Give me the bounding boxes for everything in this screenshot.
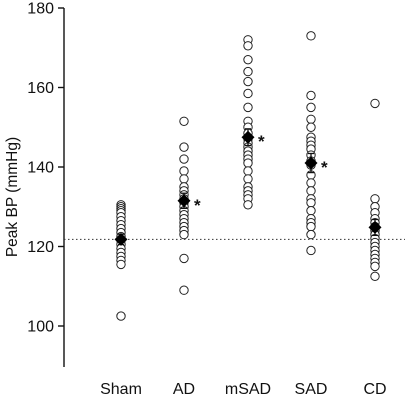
data-point: [243, 54, 253, 65]
data-point: [243, 166, 253, 176]
data-point: [179, 166, 189, 176]
data-point: [116, 311, 126, 321]
data-point: [243, 88, 253, 99]
data-point: [179, 253, 189, 264]
mean-marker: [177, 194, 191, 208]
data-point: [179, 229, 189, 240]
mean-marker: [241, 130, 255, 144]
significance-star: *: [194, 196, 201, 215]
data-point: [306, 31, 316, 41]
data-point: [306, 206, 316, 216]
data-point: [306, 90, 316, 101]
y-tick-label: 100: [27, 319, 54, 336]
y-tick-label: 180: [27, 1, 54, 18]
y-axis-title: Peak BP (mmHg): [4, 137, 21, 257]
data-point: [306, 221, 316, 232]
data-point: [306, 186, 316, 196]
data-point: [243, 200, 253, 210]
data-point: [306, 198, 316, 208]
data-point: [243, 76, 253, 87]
significance-star: *: [321, 158, 328, 177]
data-point: [306, 245, 316, 256]
x-category-label: SAD: [295, 381, 328, 398]
data-point: [370, 271, 380, 282]
y-tick-label: 120: [27, 239, 54, 256]
mean-marker: [304, 156, 318, 170]
data-point: [116, 259, 126, 270]
data-point: [306, 229, 316, 240]
mean-marker: [114, 232, 128, 246]
data-point: [179, 285, 189, 295]
data-point: [243, 102, 253, 113]
data-point: [243, 158, 253, 168]
data-point: [179, 154, 189, 164]
x-category-label: AD: [173, 381, 195, 398]
data-point: [243, 174, 253, 184]
y-tick-label: 140: [27, 160, 54, 177]
data-point: [306, 122, 316, 132]
data-point: [179, 174, 189, 184]
data-point: [179, 142, 189, 152]
x-category-label: CD: [363, 381, 386, 398]
data-point: [306, 114, 316, 125]
x-category-label: mSAD: [225, 381, 271, 398]
data-point: [179, 116, 189, 126]
data-point: [370, 98, 380, 109]
significance-star: *: [258, 132, 265, 151]
data-point: [370, 194, 380, 204]
data-point: [370, 261, 380, 272]
data-point: [306, 178, 316, 188]
data-point: [243, 41, 253, 51]
data-point: [243, 66, 253, 77]
mean-marker: [368, 220, 382, 234]
data-point: [306, 102, 316, 113]
y-tick-label: 160: [27, 80, 54, 97]
x-category-label: Sham: [100, 381, 142, 398]
